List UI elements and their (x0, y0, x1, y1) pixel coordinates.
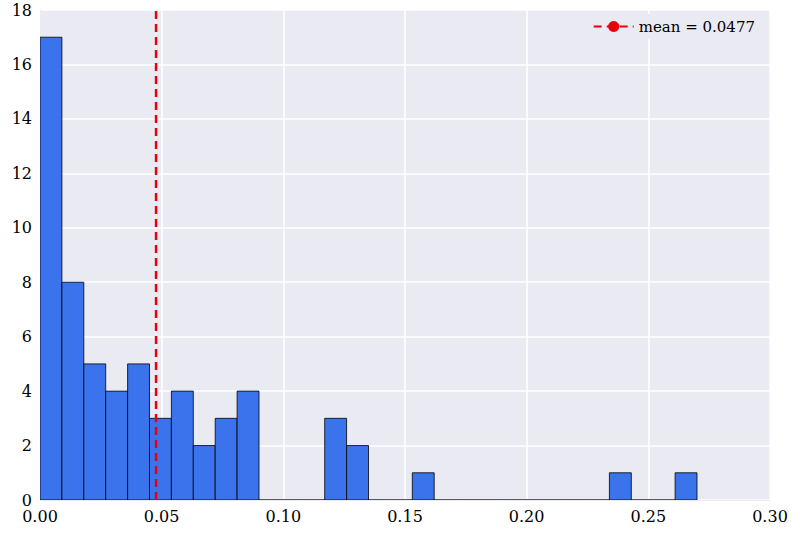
svg-text:8: 8 (22, 273, 32, 292)
svg-text:12: 12 (12, 164, 32, 183)
svg-text:2: 2 (22, 436, 32, 455)
svg-text:18: 18 (12, 1, 32, 20)
svg-text:4: 4 (22, 382, 32, 401)
svg-text:16: 16 (12, 55, 32, 74)
svg-text:0.00: 0.00 (22, 507, 58, 526)
svg-text:6: 6 (22, 327, 32, 346)
svg-text:0.20: 0.20 (509, 507, 545, 526)
svg-text:14: 14 (12, 109, 32, 128)
svg-text:0.30: 0.30 (752, 507, 788, 526)
svg-text:0.05: 0.05 (144, 507, 180, 526)
svg-text:0.25: 0.25 (631, 507, 667, 526)
svg-text:mean = 0.0477: mean = 0.0477 (639, 18, 755, 36)
svg-text:0: 0 (21, 490, 32, 510)
svg-text:10: 10 (12, 218, 32, 237)
svg-text:0.15: 0.15 (387, 507, 423, 526)
svg-text:0.10: 0.10 (266, 507, 302, 526)
